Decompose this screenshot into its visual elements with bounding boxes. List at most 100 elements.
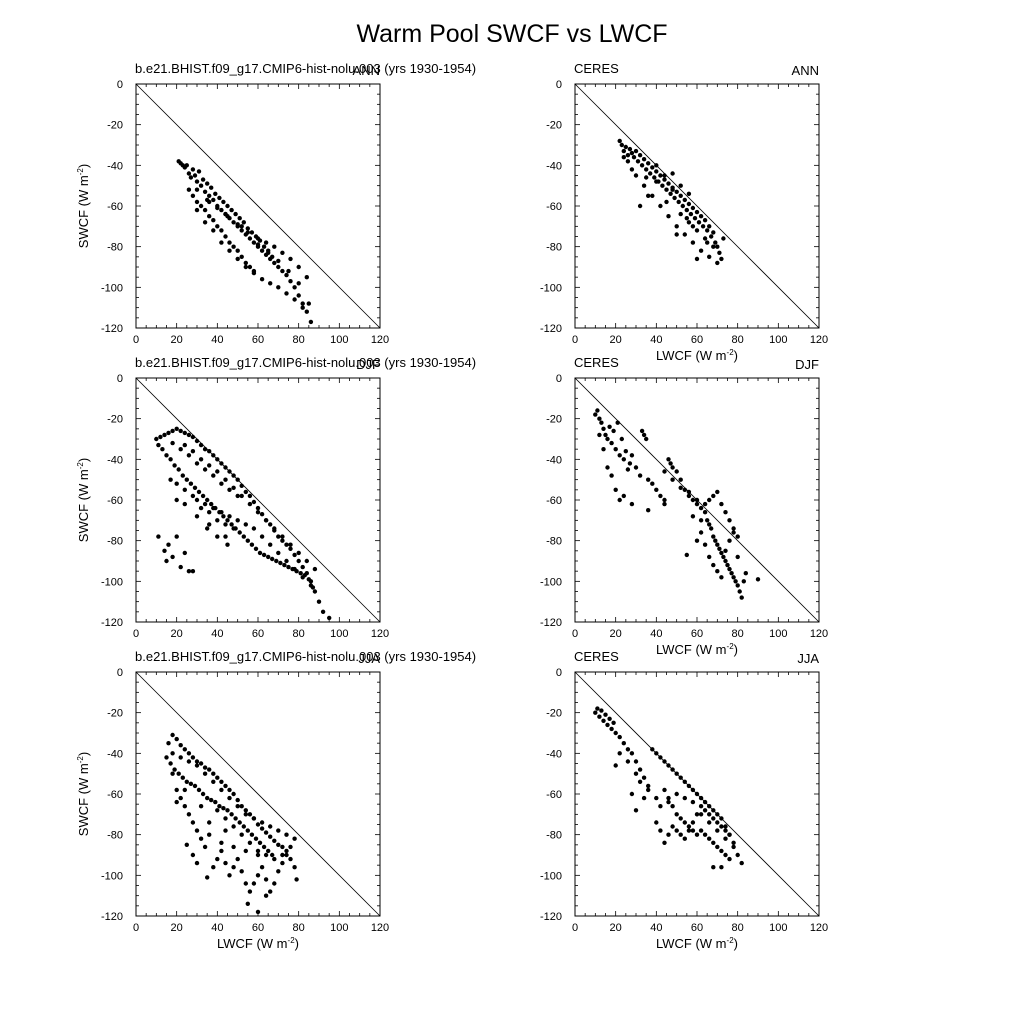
x-tick-label: 60 — [691, 334, 703, 346]
data-point — [251, 526, 257, 531]
data-point — [243, 489, 248, 495]
data-point — [625, 747, 631, 752]
data-point — [633, 148, 639, 154]
data-point — [259, 865, 265, 870]
data-point — [194, 187, 200, 192]
data-point — [233, 816, 238, 821]
y-tick-label: -20 — [107, 120, 123, 132]
panel-season-label: ANN — [353, 63, 380, 78]
data-point — [682, 820, 687, 825]
data-point — [255, 873, 261, 878]
data-point — [646, 193, 651, 198]
data-point — [276, 828, 281, 833]
data-point — [251, 499, 257, 505]
data-point — [245, 828, 250, 833]
data-point — [184, 842, 189, 847]
data-point — [743, 571, 748, 576]
data-point — [249, 542, 255, 547]
data-point — [702, 542, 708, 547]
data-point — [192, 173, 198, 178]
data-point — [247, 840, 253, 845]
data-point — [274, 558, 279, 564]
data-point — [207, 522, 212, 527]
data-point — [280, 860, 285, 866]
data-point — [308, 579, 314, 584]
data-point — [215, 205, 220, 211]
data-point — [241, 534, 246, 539]
data-point — [707, 254, 712, 259]
data-point — [654, 169, 659, 174]
data-point — [727, 832, 732, 837]
data-point — [259, 277, 265, 282]
data-point — [284, 542, 289, 547]
data-point — [672, 195, 677, 201]
data-point — [650, 747, 655, 752]
data-point — [300, 564, 305, 570]
data-point — [186, 432, 192, 438]
data-point — [272, 881, 277, 886]
data-point — [215, 469, 220, 474]
data-point — [213, 799, 218, 805]
data-point — [296, 264, 301, 270]
data-point — [172, 767, 177, 772]
y-tick-label: -100 — [540, 576, 562, 588]
data-point — [276, 285, 281, 290]
data-point — [178, 795, 183, 801]
data-point — [251, 240, 257, 245]
data-point — [219, 207, 224, 213]
data-point — [239, 483, 244, 488]
data-point — [662, 469, 667, 474]
panel-case-label: b.e21.BHIST.f09_g17.CMIP6-hist-nolu.003 … — [135, 61, 476, 76]
data-point — [268, 834, 273, 839]
data-point — [235, 222, 240, 227]
x-tick-label: 120 — [810, 628, 828, 640]
data-point — [229, 207, 234, 213]
x-tick-label: 80 — [293, 334, 305, 346]
data-point — [304, 571, 309, 576]
data-point — [593, 710, 598, 715]
data-point — [705, 228, 710, 233]
data-point — [190, 493, 196, 499]
data-point — [200, 791, 206, 797]
data-point — [641, 183, 647, 188]
data-point — [727, 518, 732, 523]
data-point — [205, 875, 210, 880]
data-point — [227, 514, 232, 519]
data-point — [268, 889, 273, 894]
data-point — [190, 820, 196, 825]
data-point — [190, 193, 196, 198]
data-point — [270, 254, 275, 259]
data-point — [211, 505, 216, 511]
data-point — [196, 787, 202, 793]
data-point — [198, 203, 204, 209]
data-point — [674, 791, 679, 797]
data-point — [595, 706, 600, 711]
data-point — [609, 440, 614, 446]
data-point — [670, 465, 675, 470]
data-point — [621, 148, 626, 154]
scatter-panel-3: 0 20 40 60 80 100 120 0 -20 -40 -60 -80 -100 -120 b.e2… — [76, 355, 476, 640]
data-point — [284, 272, 289, 278]
y-tick-label: -20 — [546, 708, 562, 720]
data-point — [219, 510, 224, 515]
data-point — [219, 240, 224, 245]
data-point — [243, 264, 248, 270]
y-tick-label: -20 — [107, 708, 123, 720]
data-point — [719, 550, 724, 556]
data-point — [723, 548, 728, 553]
data-point — [698, 214, 704, 219]
data-point — [635, 159, 641, 164]
x-tick-label: 60 — [252, 628, 264, 640]
data-point — [304, 558, 309, 564]
data-point — [182, 430, 187, 436]
data-point — [211, 865, 216, 870]
data-point — [166, 542, 171, 547]
data-point — [617, 751, 622, 756]
data-point — [629, 453, 635, 458]
data-point — [178, 428, 183, 434]
y-tick-label: 0 — [117, 79, 123, 91]
data-point — [658, 828, 663, 833]
data-point — [631, 155, 637, 160]
data-point — [296, 281, 301, 286]
